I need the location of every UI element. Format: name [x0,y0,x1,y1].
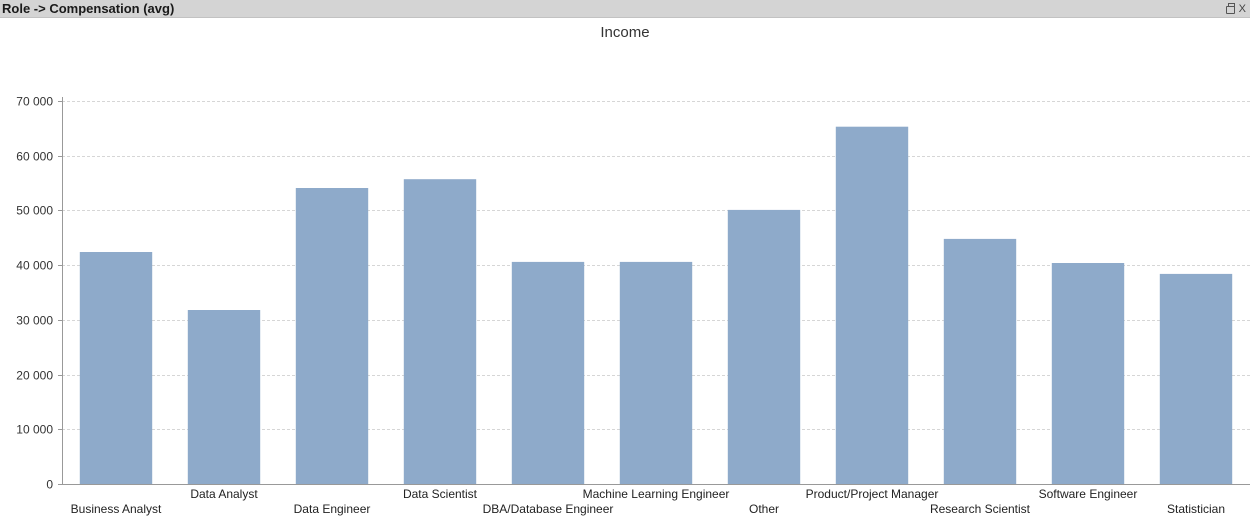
window-title: Role -> Compensation (avg) [2,1,175,16]
x-category-label: Other [749,502,779,516]
close-icon[interactable]: X [1238,3,1246,15]
bar[interactable] [835,126,909,484]
y-tick-label: 20 000 [16,369,53,383]
x-category-label: Statistician [1167,502,1225,516]
y-tick-label: 30 000 [16,314,53,328]
y-tick-label: 0 [46,478,53,492]
bar[interactable] [295,188,369,484]
y-tick-label: 70 000 [16,95,53,109]
bar[interactable] [1051,263,1125,484]
chart-title: Income [600,24,650,41]
bar[interactable] [511,261,585,484]
y-tick-label: 50 000 [16,204,53,218]
caption-icons: X [1225,1,1246,17]
bar[interactable] [943,238,1017,484]
x-category-label: Business Analyst [71,502,162,516]
bar[interactable] [79,252,153,484]
axis-layer [58,97,1250,485]
y-tick-label: 10 000 [16,423,53,437]
x-category-label: Data Engineer [294,502,371,516]
bar[interactable] [727,209,801,484]
x-category-label: Data Scientist [403,487,478,501]
bar[interactable] [619,261,693,484]
x-category-label: Data Analyst [190,487,258,501]
x-category-label: DBA/Database Engineer [483,502,614,516]
x-category-label: Research Scientist [930,502,1031,516]
x-category-label: Product/Project Manager [806,487,939,501]
y-tick-label: 40 000 [16,259,53,273]
print-icon[interactable] [1225,3,1235,14]
x-category-label: Machine Learning Engineer [583,487,730,501]
y-tick-label: 60 000 [16,150,53,164]
window-caption-bar: Role -> Compensation (avg) X [0,0,1250,18]
bar[interactable] [403,179,477,484]
label-layer: 0 10 000 20 000 30 000 40 000 50 000 60 000 70 … [16,95,1225,517]
x-category-label: Software Engineer [1039,487,1138,501]
bar[interactable] [187,310,261,484]
bar[interactable] [1159,273,1233,484]
bar-layer [79,126,1233,484]
